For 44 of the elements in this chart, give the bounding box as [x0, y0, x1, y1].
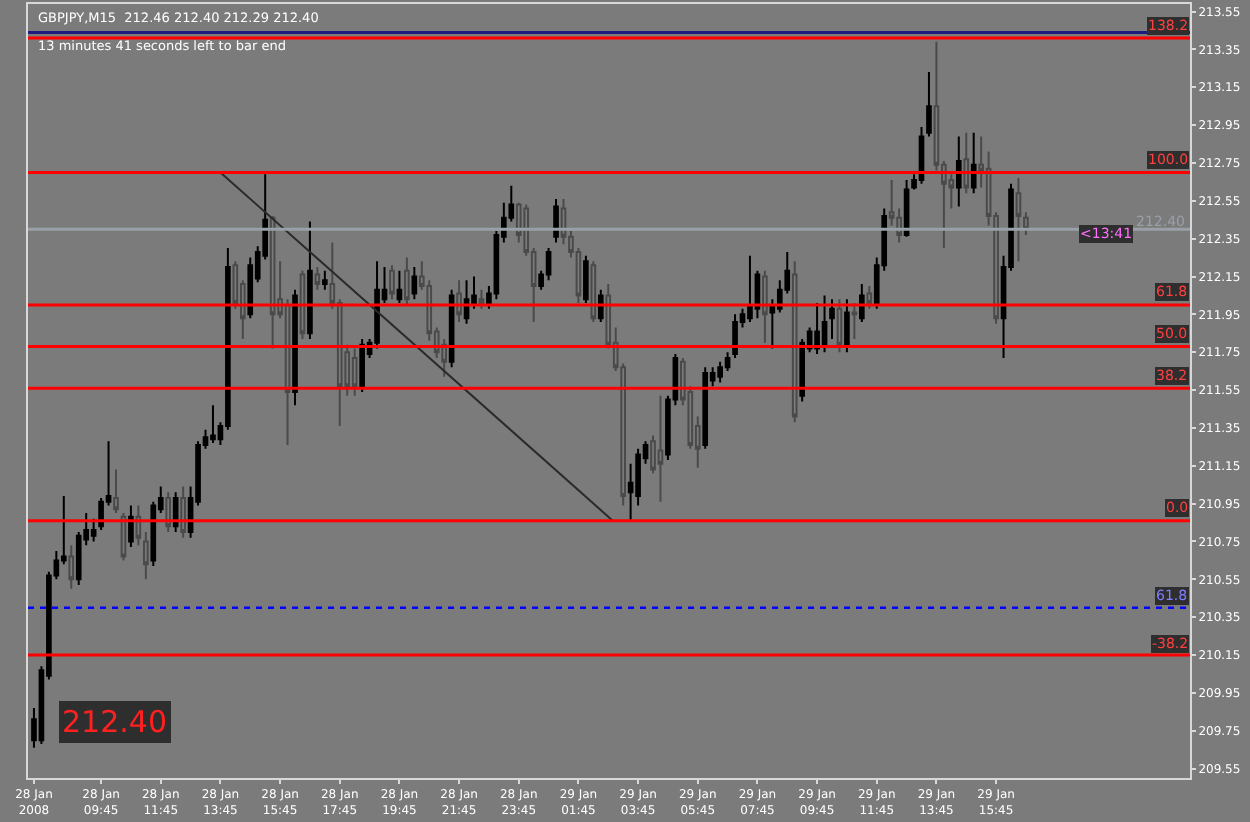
- candlestick: [135, 504, 142, 547]
- candlestick: [859, 283, 865, 323]
- candlestick: [113, 468, 119, 515]
- annotation: 212.40: [62, 704, 167, 740]
- candlestick: [389, 264, 395, 301]
- candlestick: [702, 366, 709, 450]
- candlestick: [553, 197, 559, 244]
- candlestick: [545, 247, 552, 282]
- candlestick: [851, 302, 858, 340]
- candlestick: [396, 269, 403, 304]
- candlestick: [1015, 177, 1022, 263]
- candlestick: [165, 491, 172, 533]
- candlestick: [307, 220, 313, 340]
- candlestick: [747, 254, 753, 323]
- candlestick: [374, 260, 380, 350]
- candlestick: [963, 131, 970, 195]
- candlestick: [404, 256, 410, 306]
- candlestick: [478, 288, 485, 310]
- candlestick: [292, 288, 298, 407]
- candlestick: [955, 135, 962, 208]
- candlestick: [322, 269, 328, 291]
- candlestick: [351, 347, 358, 397]
- candlestick: [456, 279, 462, 323]
- candlestick: [597, 288, 604, 323]
- candlestick: [68, 544, 75, 590]
- candlestick: [411, 266, 418, 301]
- candlestick: [866, 284, 873, 310]
- candlestick: [210, 404, 216, 445]
- candlestick: [314, 266, 321, 291]
- candlestick: [143, 530, 149, 581]
- candlestick: [844, 298, 850, 354]
- candlestick: [762, 269, 768, 344]
- candlestick: [463, 279, 470, 325]
- candlestick: [821, 294, 828, 354]
- candlestick: [359, 337, 365, 393]
- candlestick: [791, 260, 798, 424]
- candlestick: [180, 485, 186, 539]
- candlestick: [717, 360, 723, 384]
- candlestick: [172, 491, 179, 533]
- candlestick: [128, 504, 134, 549]
- candlestick: [1023, 211, 1029, 236]
- candlestick: [657, 394, 664, 503]
- candlestick: [583, 254, 589, 304]
- candlestick: [970, 131, 977, 195]
